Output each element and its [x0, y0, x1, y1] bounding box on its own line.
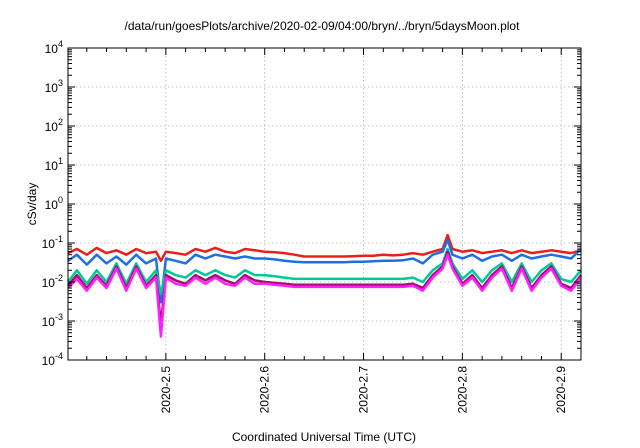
series-line-3 — [67, 247, 582, 295]
series-line-2 — [67, 238, 582, 304]
x-tick-label: 2020-2.5 — [159, 366, 173, 414]
y-tick-label: 10-3 — [42, 312, 63, 329]
series-line-5 — [67, 253, 582, 338]
x-tick-label: 2020-2.9 — [554, 366, 568, 414]
y-tick-label: 10-2 — [42, 273, 63, 290]
y-tick-label: 104 — [45, 39, 63, 56]
x-axis-label: Coordinated Universal Time (UTC) — [232, 430, 416, 444]
y-tick-label: 100 — [45, 195, 63, 212]
ticks: 10-4 10-3 10-2 10-1 100 101 102 103 104 2020-2.5 2… — [42, 39, 582, 414]
x-tick-label: 2020-2.7 — [357, 366, 371, 414]
series-line-4 — [67, 250, 582, 327]
x-tick-label: 2020-2.8 — [455, 366, 469, 414]
y-axis-label: cSv/day — [25, 183, 39, 226]
series-group — [67, 233, 582, 338]
chart-title: /data/run/goesPlots/archive/2020-02-09/0… — [125, 19, 521, 33]
y-tick-label: 10-1 — [42, 234, 63, 251]
grid — [68, 48, 581, 360]
y-tick-label: 101 — [45, 156, 63, 173]
y-tick-label: 103 — [45, 78, 63, 95]
series-line-1 — [67, 233, 582, 263]
y-tick-label: 102 — [45, 117, 63, 134]
y-tick-label: 10-4 — [42, 351, 63, 368]
x-tick-label: 2020-2.6 — [258, 366, 272, 414]
